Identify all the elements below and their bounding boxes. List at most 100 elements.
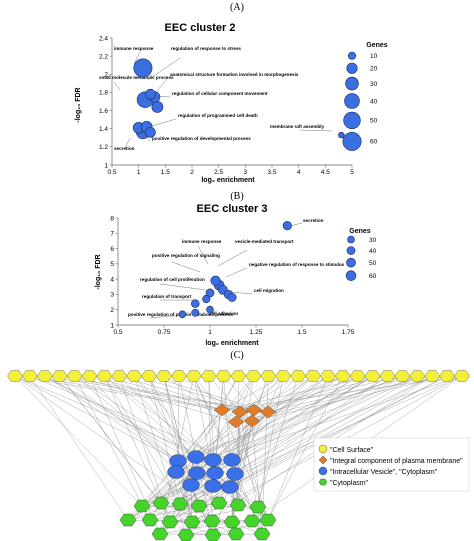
legend-intracellular-vesicle: "Intracellular Vesicle", "Cytoplasm"	[330, 469, 438, 476]
chart-a-x-tick-label: 4	[297, 169, 301, 176]
cell-surface-node	[186, 370, 202, 382]
legend-green-hexagon	[318, 478, 328, 486]
chart-b-annotation: regulation of cell proliferation	[140, 277, 205, 282]
chart-a-leader-line	[113, 81, 121, 91]
cell-surface-node	[364, 370, 381, 382]
chart-a-legend-label: 50	[370, 118, 378, 125]
cytoplasm-node	[210, 496, 228, 510]
network-edge	[221, 375, 284, 411]
network-edge	[134, 375, 214, 461]
chart-b-leader-line	[149, 314, 183, 319]
cytoplasm-node	[223, 515, 241, 529]
intracellular-vesicle-node	[167, 465, 185, 479]
chart-a-legend-title: Genes	[366, 42, 388, 49]
chart-a: EEC cluster 2 -log₁₀ FDR log₂ enrichment…	[75, 22, 388, 184]
chart-a-y-tick-label: 2.4	[99, 35, 108, 42]
network-edge	[185, 533, 263, 536]
chart-a-x-tick-label: 3	[244, 169, 248, 176]
chart-a-annotation: immune response	[114, 46, 154, 51]
intracellular-vesicle-node	[223, 453, 241, 467]
chart-b-y-tick-label: 7	[110, 231, 114, 238]
chart-b-y-tick-label: 4	[110, 276, 114, 283]
chart-a-annotation: anatomical structure formation involved …	[170, 72, 299, 77]
intracellular-vesicle-node	[221, 480, 239, 494]
chart-b-annotation: negative regulation of response to stimu…	[249, 262, 345, 267]
legend-yellow-circle	[318, 444, 328, 454]
network-edge	[267, 375, 328, 413]
network-diagram: "Cell Surface" "Integral component of pl…	[7, 370, 470, 541]
chart-b-legend-bubble	[345, 270, 357, 281]
network-edge	[59, 375, 187, 536]
network-edge	[104, 375, 181, 505]
network-edge	[169, 375, 418, 523]
chart-b-leader-line	[289, 222, 303, 227]
network-edge	[239, 375, 388, 413]
network-edge	[251, 375, 448, 422]
network-legend: "Cell Surface" "Integral component of pl…	[313, 437, 470, 492]
network-edge	[229, 375, 433, 488]
network-edge	[169, 506, 259, 523]
intracellular-vesicle-node	[188, 466, 206, 480]
chart-a-title: EEC cluster 2	[165, 22, 236, 34]
network-edge	[149, 375, 373, 521]
network-edge	[160, 375, 284, 504]
chart-a-x-tick-label: 5	[350, 169, 354, 176]
legend-cell-surface: "Cell Surface"	[330, 447, 374, 454]
network-edge	[253, 375, 314, 411]
network-edge	[149, 375, 239, 521]
network-edge	[141, 505, 214, 536]
chart-b-legend-label: 30	[369, 237, 377, 244]
network-edge	[208, 375, 213, 522]
network-edge	[253, 375, 403, 411]
network-edge	[148, 375, 181, 505]
chart-b-x-tick-label: 1.25	[250, 329, 263, 336]
cell-surface-node	[454, 370, 470, 382]
chart-b-legend-bubble	[347, 235, 355, 244]
chart-b-y-tick-label: 5	[110, 261, 114, 268]
network-edge	[74, 375, 179, 462]
network-edge	[59, 375, 269, 413]
chart-a-x-tick-label: 2	[190, 169, 194, 176]
chart-b-leader-line	[209, 304, 216, 317]
chart-a-leader-line	[147, 57, 181, 81]
chart-b-annotation: regulation of transport	[142, 294, 192, 299]
network-edge	[267, 375, 418, 413]
cytoplasm-node	[203, 514, 221, 528]
chart-a-legend-bubble	[346, 62, 358, 74]
chart-b-bubble	[202, 294, 211, 304]
panel-c-letter: (C)	[230, 350, 243, 361]
chart-a-bubble	[151, 101, 164, 113]
chart-a-leader-line	[124, 137, 131, 149]
cell-surface-node	[126, 370, 142, 382]
cytoplasm-node	[229, 498, 247, 512]
cell-surface-node	[275, 370, 291, 382]
chart-b-legend-bubble	[346, 257, 356, 268]
network-edge	[29, 375, 129, 521]
network-edge	[127, 375, 373, 521]
cytoplasm-node	[204, 528, 222, 541]
chart-b-y-tick-label: 2	[110, 307, 114, 314]
plasma-membrane-node	[227, 415, 245, 429]
network-edge	[234, 375, 433, 475]
network-edge	[193, 375, 223, 411]
chart-a-annotation: regulation of programmed cell death	[178, 113, 258, 118]
network-edge	[239, 411, 263, 535]
cell-surface-node	[111, 370, 128, 382]
chart-b-x-tick-label: 1	[208, 329, 212, 336]
chart-b-x-tick-label: 1.75	[342, 329, 355, 336]
panel-b-letter: (B)	[230, 191, 243, 202]
legend-orange-diamond	[318, 455, 328, 465]
cell-surface-node	[230, 370, 247, 382]
cytoplasm-node	[177, 528, 195, 541]
network-edge	[14, 375, 214, 461]
chart-b-x-tick-label: 1.5	[297, 329, 306, 336]
chart-a-annotation: positive regulation of developmental pro…	[152, 136, 251, 141]
network-edge	[104, 375, 223, 411]
legend-plasma-membrane: "Integral component of plasma membrane"	[330, 458, 463, 465]
chart-b-bubble	[178, 310, 187, 319]
network-edge	[185, 375, 433, 536]
cell-surface-node	[215, 370, 232, 382]
chart-a-y-tick-label: 1.2	[99, 144, 108, 151]
network-legend-box	[313, 437, 470, 492]
network-edge	[169, 485, 214, 523]
